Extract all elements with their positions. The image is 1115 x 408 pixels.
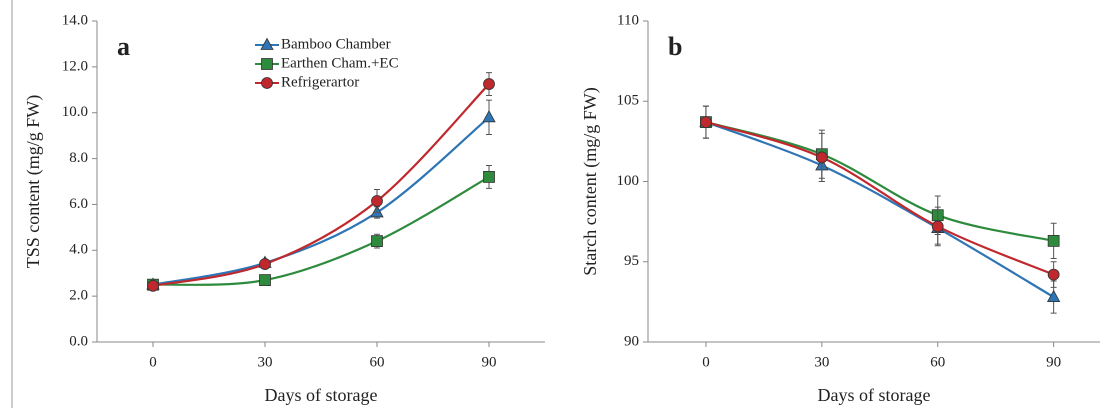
- data-point: [1047, 268, 1060, 281]
- series-line: [152, 116, 490, 286]
- x-tick-label: 90: [1046, 354, 1061, 370]
- y-tick-label: 8.0: [69, 150, 88, 166]
- data-point: [482, 109, 496, 123]
- series-line: [705, 121, 1054, 242]
- series-line: [152, 175, 490, 286]
- data-point: [700, 116, 712, 129]
- y-tick-label: 2.0: [69, 288, 88, 304]
- x-tick-label: 60: [370, 354, 385, 370]
- data-point: [483, 171, 495, 183]
- y-tick-label: 110: [617, 12, 639, 28]
- x-tick-label: 0: [149, 354, 157, 370]
- x-tick-label: 90: [482, 354, 497, 370]
- legend-label: Bamboo Chamber: [281, 36, 391, 52]
- legend-marker: [260, 37, 274, 50]
- series-line: [705, 121, 1055, 276]
- y-tick-label: 105: [617, 93, 640, 109]
- data-point: [259, 258, 271, 270]
- panel-label: b: [668, 32, 682, 61]
- y-tick-label: 4.0: [69, 242, 88, 258]
- data-point: [815, 151, 828, 164]
- x-axis-title: Days of storage: [818, 385, 931, 405]
- data-point: [147, 279, 159, 292]
- data-point: [1047, 234, 1060, 247]
- x-tick-label: 0: [702, 354, 710, 370]
- y-tick-label: 0.0: [69, 333, 88, 349]
- data-point: [1046, 289, 1061, 302]
- x-axis-title: Days of storage: [265, 385, 378, 405]
- series-line: [152, 83, 490, 287]
- y-axis-title: TSS content (mg/g FW): [23, 95, 44, 269]
- data-point: [371, 235, 383, 248]
- data-point: [259, 274, 271, 286]
- legend-marker: [261, 77, 273, 89]
- x-tick-label: 30: [814, 354, 829, 370]
- legend-marker: [261, 58, 273, 70]
- y-tick-label: 14.0: [62, 12, 88, 28]
- series-line: [705, 121, 1055, 299]
- x-tick-label: 60: [930, 354, 945, 370]
- y-tick-label: 95: [624, 253, 639, 269]
- legend-label: Earthen Cham.+EC: [281, 55, 399, 71]
- x-tick-label: 30: [258, 354, 273, 370]
- y-axis-title: Starch content (mg/g FW): [580, 87, 601, 275]
- y-tick-label: 100: [617, 173, 640, 189]
- data-point: [371, 195, 383, 207]
- y-tick-label: 10.0: [62, 104, 88, 120]
- data-point: [931, 220, 944, 233]
- y-tick-label: 90: [624, 333, 639, 349]
- legend-label: Refrigerartor: [281, 74, 359, 90]
- panel-label: a: [117, 32, 130, 61]
- data-point: [483, 78, 495, 90]
- y-tick-label: 12.0: [62, 58, 88, 74]
- y-tick-label: 6.0: [69, 196, 88, 212]
